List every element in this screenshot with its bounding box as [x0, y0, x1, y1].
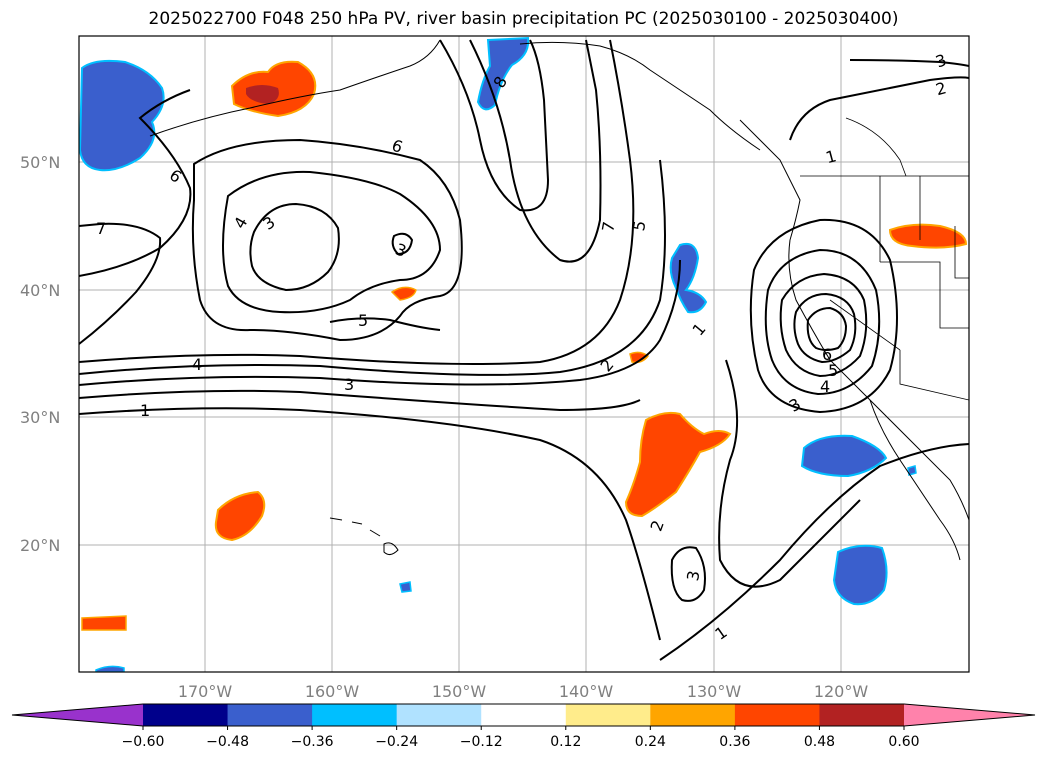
contour-label: 7: [96, 219, 106, 238]
map-frame: [78, 35, 970, 673]
precip-blob-far-west: [81, 615, 127, 631]
latitude-labels: 50°N 40°N 30°N 20°N: [20, 153, 60, 555]
precip-blob-west-20n: [214, 490, 266, 542]
contour-high-3: [779, 272, 868, 378]
contour-label: 5: [629, 219, 649, 232]
alaska-coast: [149, 39, 441, 137]
lon-label: 170°W: [178, 682, 233, 701]
colorbar-tick-label: −0.48: [206, 734, 249, 750]
colorbar-tick-label: −0.24: [375, 734, 418, 750]
contour-1-east-north: [789, 76, 969, 141]
contour-label: 4: [820, 377, 830, 396]
lat-label: 50°N: [20, 153, 60, 172]
contour-label: 1: [140, 401, 150, 420]
lat-label: 40°N: [20, 281, 60, 300]
precip-blob-north-central: [476, 36, 530, 111]
colorbar-swatch: [565, 704, 651, 726]
contour-trough-north: [439, 39, 550, 212]
contour-2: [79, 259, 681, 386]
contour-1-south: [79, 407, 661, 641]
negative-precip-areas: [79, 36, 917, 672]
contour-1-east-south: [659, 443, 969, 661]
coastlines: [149, 39, 969, 561]
longitude-labels: 170°W 160°W 150°W 140°W 130°W 120°W: [178, 682, 869, 701]
contour-3-south: [670, 546, 706, 602]
lon-label: 150°W: [432, 682, 487, 701]
contour-trough-mid: [469, 39, 602, 263]
colorbar-extend-low: [12, 704, 143, 726]
contour-label: 7: [598, 220, 618, 233]
contour-label: 2: [934, 78, 949, 99]
colorbar-tick-label: 0.48: [804, 734, 835, 750]
positive-precip-areas: [81, 60, 968, 631]
colorbar: −0.60 −0.48 −0.36 −0.24 −0.12 0.12 0.24 0.36 0.4…: [11, 703, 1036, 750]
contour-label: 6: [822, 345, 832, 364]
colorbar-extend-high: [904, 704, 1035, 726]
canada-coast: [739, 119, 801, 241]
contour-5: [329, 317, 441, 331]
contour-label: 5: [358, 311, 368, 330]
precip-blob-main: [624, 411, 732, 518]
colorbar-tick-label: 0.60: [888, 734, 919, 750]
contour-label: 4: [192, 355, 202, 374]
contour-1-north: [79, 389, 641, 412]
lon-label: 140°W: [559, 682, 614, 701]
contour-label: 1: [824, 146, 839, 167]
colorbar-tick-label: 0.12: [550, 734, 581, 750]
alaska-gulf-coast: [519, 41, 761, 151]
map-title: 2025022700 F048 250 hPa PV, river basin …: [148, 9, 899, 29]
colorbar-swatch: [481, 704, 567, 726]
contour-2-east: [849, 59, 969, 67]
lat-label: 30°N: [20, 408, 60, 427]
colorbar-swatch: [227, 704, 313, 726]
colorbar-tick-label: 0.36: [719, 734, 750, 750]
precip-blob-small-40n: [390, 286, 417, 301]
precip-blob-bottom-left: [95, 665, 125, 672]
lon-label: 160°W: [305, 682, 360, 701]
gridlines: [79, 36, 969, 672]
contour-4: [79, 39, 635, 365]
contour-high-4: [793, 292, 857, 364]
us-west-coast: [788, 239, 969, 521]
contour-label: 5: [828, 361, 838, 380]
colorbar-tick-label: −0.12: [460, 734, 503, 750]
contour-high-outer: [749, 218, 898, 414]
precip-blob-south: [832, 544, 888, 606]
hawaii-islands: [329, 517, 399, 556]
contour-3: [79, 159, 666, 376]
contour-high-2: [764, 248, 881, 396]
contour-mid-low: [222, 170, 442, 314]
colorbar-tick-label: −0.36: [291, 734, 334, 750]
contour-7: [79, 222, 162, 345]
contour-label: 3: [683, 569, 703, 582]
contour-inner-low: [249, 202, 340, 292]
precip-blob-nw: [79, 59, 165, 172]
colorbar-tick-label: 0.24: [635, 734, 666, 750]
contour-6: [79, 89, 192, 277]
precip-blob-idaho: [888, 223, 968, 249]
precip-blob-hawaii: [399, 581, 412, 593]
colorbar-swatch: [650, 704, 736, 726]
baja-coast: [869, 399, 961, 561]
contour-small-3: [391, 232, 414, 256]
lon-label: 130°W: [687, 682, 742, 701]
colorbar-swatch: [396, 704, 482, 726]
political-borders: [800, 117, 969, 401]
pv-contours: [79, 39, 969, 661]
precip-blob-baja: [800, 434, 888, 478]
colorbar-swatch: [819, 704, 905, 726]
colorbar-swatch: [312, 704, 398, 726]
lon-label: 120°W: [814, 682, 869, 701]
colorbar-swatch: [143, 704, 229, 726]
colorbar-tick-label: −0.60: [122, 734, 165, 750]
contour-2-southeast: [718, 359, 861, 588]
precip-blob-aleutian-core: [246, 85, 279, 104]
colorbar-swatch: [734, 704, 820, 726]
contour-outer-low: [191, 138, 463, 342]
contour-label: 3: [344, 375, 354, 394]
lat-label: 20°N: [20, 536, 60, 555]
contour-high-5: [806, 306, 848, 351]
